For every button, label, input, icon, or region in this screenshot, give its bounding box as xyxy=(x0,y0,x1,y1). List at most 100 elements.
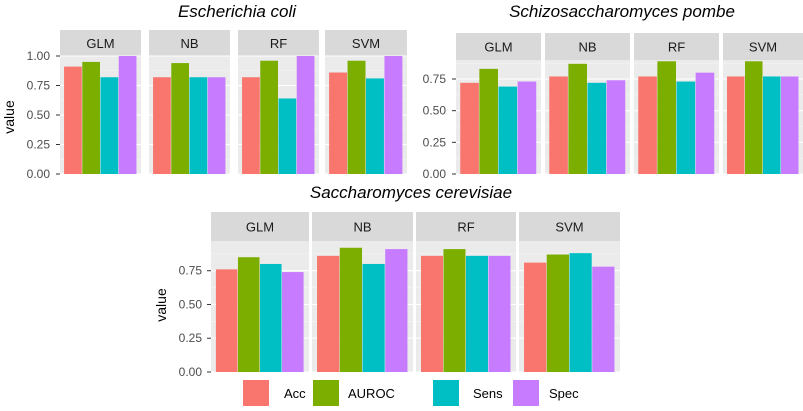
bar-rf-auroc xyxy=(443,249,466,372)
bar-svm-auroc xyxy=(745,61,763,175)
bar-rf-auroc xyxy=(657,61,676,175)
bar-nb-acc xyxy=(549,76,568,174)
bar-rf-sens xyxy=(278,98,297,174)
bar-glm-auroc xyxy=(82,61,100,174)
facet-strip xyxy=(149,30,230,56)
y-tick-label: 1.00 xyxy=(27,49,51,63)
bar-nb-auroc xyxy=(568,63,587,174)
legend-label-spec: Spec xyxy=(549,386,579,401)
bar-nb-sens xyxy=(189,77,208,174)
facet-glm: GLM xyxy=(211,212,309,373)
facet-glm: GLM xyxy=(456,33,541,175)
facet-label: GLM xyxy=(86,36,114,51)
y-tick-label: 0.25 xyxy=(423,135,447,149)
facet-strip xyxy=(456,33,541,60)
facet-strip xyxy=(325,30,407,56)
legend-label-acc: Acc xyxy=(284,386,306,401)
y-axis-label: value xyxy=(153,288,169,322)
facet-glm: GLM xyxy=(60,30,141,175)
bar-svm-spec xyxy=(781,76,799,174)
legend-key-auroc xyxy=(313,380,339,406)
y-tick-label: 0.50 xyxy=(423,104,447,118)
chart-title: Escherichia coli xyxy=(178,2,297,21)
bar-svm-acc xyxy=(727,76,745,174)
bar-glm-spec xyxy=(517,81,537,174)
y-tick-label: 0.25 xyxy=(179,331,203,345)
bar-rf-acc xyxy=(242,77,260,174)
bar-rf-spec xyxy=(296,56,315,174)
bar-nb-spec xyxy=(606,80,626,174)
bar-rf-spec xyxy=(488,255,511,372)
facet-strip xyxy=(312,212,413,241)
facet-svm: SVM xyxy=(519,212,620,373)
bar-rf-auroc xyxy=(260,60,278,174)
facet-label: RF xyxy=(270,36,287,51)
facet-strip xyxy=(416,212,516,241)
y-tick-label: 0.00 xyxy=(423,167,447,181)
bar-rf-sens xyxy=(676,81,696,174)
chart-escherichia-coli: Escherichia coli value 0.00 0.25 0.50 0.75 1… xyxy=(1,2,407,181)
chart-title: Saccharomyces cerevisiae xyxy=(310,183,512,202)
y-tick-label: 0.50 xyxy=(179,297,203,311)
legend-label-auroc: AUROC xyxy=(348,386,395,401)
facet-label: SVM xyxy=(555,220,583,235)
chart-title: Schizosaccharomyces pombe xyxy=(509,2,735,21)
bar-rf-spec xyxy=(695,72,715,174)
bar-svm-acc xyxy=(329,72,348,174)
bar-nb-auroc xyxy=(339,247,362,372)
facet-strip xyxy=(519,212,620,241)
y-tick-label: 0.00 xyxy=(27,167,51,181)
y-tick-label: 0.25 xyxy=(27,138,51,152)
bar-svm-sens xyxy=(569,253,592,372)
bar-svm-spec xyxy=(592,266,615,372)
bar-glm-acc xyxy=(64,66,82,174)
bar-nb-acc xyxy=(317,255,340,372)
facet-nb: NB xyxy=(545,33,630,175)
bar-glm-auroc xyxy=(479,68,498,174)
bar-nb-spec xyxy=(207,77,226,174)
facet-strip xyxy=(545,33,630,60)
bar-glm-spec xyxy=(282,272,304,372)
chart-saccharomyces-cerevisiae: Saccharomyces cerevisiae value 0.00 0.25 0… xyxy=(153,183,620,379)
bar-rf-acc xyxy=(638,76,657,174)
bar-svm-sens xyxy=(763,76,781,174)
facet-label: NB xyxy=(578,40,596,55)
facet-rf: RF xyxy=(634,33,719,175)
bar-rf-sens xyxy=(466,255,488,372)
bar-rf-acc xyxy=(421,255,443,372)
bar-svm-auroc xyxy=(347,60,366,174)
facet-strip xyxy=(723,33,803,60)
bar-nb-auroc xyxy=(171,63,189,174)
facet-svm: SVM xyxy=(325,30,407,175)
facet-strip xyxy=(634,33,719,60)
facet-label: NB xyxy=(353,220,371,235)
bar-glm-spec xyxy=(118,56,137,174)
facet-label: NB xyxy=(180,36,198,51)
bar-svm-sens xyxy=(366,78,384,174)
facet-rf: RF xyxy=(416,212,516,373)
bar-nb-sens xyxy=(362,263,385,372)
bar-nb-spec xyxy=(385,249,408,372)
facet-strip xyxy=(238,30,319,56)
legend-key-sens xyxy=(433,380,459,406)
bar-glm-acc xyxy=(215,269,238,372)
bar-svm-spec xyxy=(384,56,403,174)
facet-label: RF xyxy=(668,40,685,55)
legend-key-acc xyxy=(243,380,269,406)
bar-nb-sens xyxy=(587,82,607,174)
y-tick-label: 0.75 xyxy=(423,72,447,86)
bar-glm-acc xyxy=(460,82,479,174)
y-tick-label: 0.00 xyxy=(179,365,203,379)
facet-label: GLM xyxy=(246,220,274,235)
facet-strip xyxy=(211,212,309,241)
bar-svm-acc xyxy=(524,262,547,372)
bar-nb-acc xyxy=(153,77,171,174)
facet-label: RF xyxy=(457,220,474,235)
legend-label-sens: Sens xyxy=(473,386,503,401)
y-tick-label: 0.75 xyxy=(179,264,203,278)
facet-label: GLM xyxy=(484,40,512,55)
chart-schizosaccharomyces-pombe: Schizosaccharomyces pombe 0.00 0.25 0.50 0.… xyxy=(423,2,803,181)
facet-nb: NB xyxy=(312,212,413,373)
y-tick-label: 0.75 xyxy=(27,79,51,93)
